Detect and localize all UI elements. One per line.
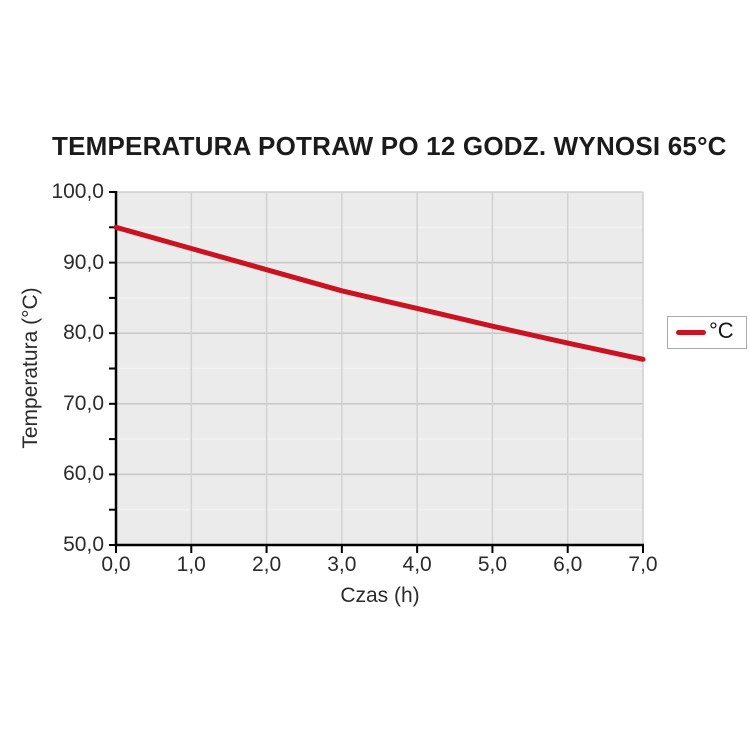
chart-title: TEMPERATURA POTRAW PO 12 GODZ. WYNOSI 65… xyxy=(52,131,727,161)
y-axis-title: Temperatura (°C) xyxy=(19,287,42,449)
x-tick-label: 1,0 xyxy=(176,553,206,576)
plot-area-svg xyxy=(109,191,646,553)
x-tick-label: 6,0 xyxy=(553,553,583,576)
legend-label: °C xyxy=(709,318,734,343)
x-tick-label: 3,0 xyxy=(327,553,357,576)
x-axis-title: Czas (h) xyxy=(340,584,420,607)
x-tick-label: 4,0 xyxy=(402,553,432,576)
y-tick-label: 60,0 xyxy=(63,462,104,486)
y-tick-label: 100,0 xyxy=(51,180,104,203)
x-tick-label: 7,0 xyxy=(628,553,658,576)
x-tick-label: 5,0 xyxy=(477,553,508,576)
x-tick-label: 0,0 xyxy=(101,553,131,576)
y-tick-label: 50,0 xyxy=(63,533,104,556)
x-tick-label: 2,0 xyxy=(251,553,282,576)
y-tick-label: 80,0 xyxy=(63,321,104,345)
temperature-line xyxy=(113,224,646,362)
y-tick-label: 90,0 xyxy=(63,250,104,274)
y-tick-label: 70,0 xyxy=(63,391,104,415)
legend-line-swatch xyxy=(676,330,706,335)
legend-box: °C xyxy=(667,316,747,349)
